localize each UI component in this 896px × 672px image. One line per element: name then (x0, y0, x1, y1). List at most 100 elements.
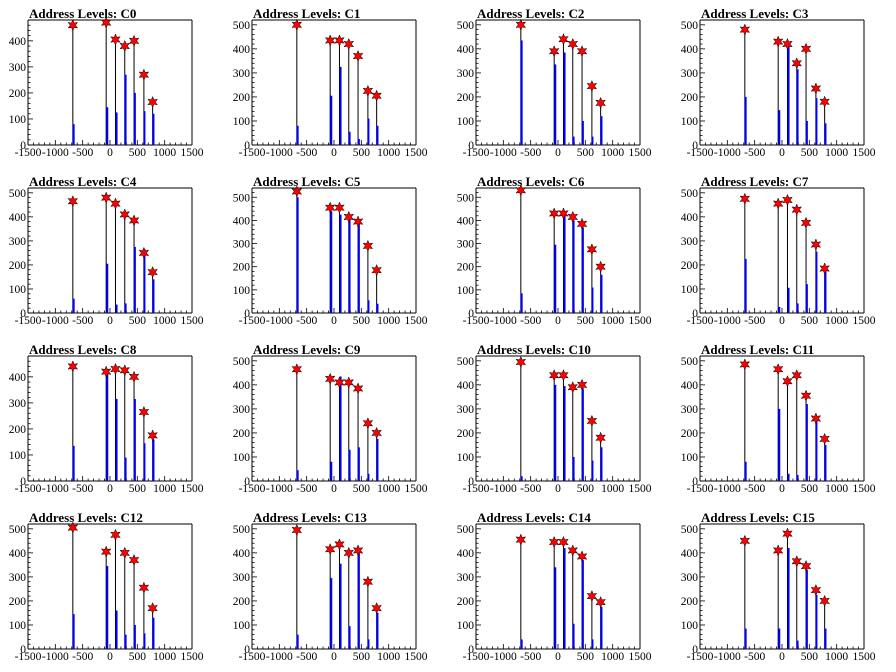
red-star-marker (576, 217, 588, 231)
x-tick-label: 1000 (825, 315, 848, 327)
y-tick-label: 200 (9, 424, 27, 436)
y-tick-label: 200 (9, 88, 27, 100)
y-tick-label: 100 (9, 114, 27, 126)
red-star-marker (810, 583, 822, 597)
y-tick-label: 400 (9, 212, 27, 224)
blue-bar (520, 639, 523, 649)
blue-bar (296, 125, 299, 145)
blue-bar (115, 112, 118, 145)
blue-bar (72, 298, 75, 313)
chart-panel: Address Levels: C3 -1500 -1000 -500 0 500 1000… (672, 0, 896, 168)
red-star-marker (791, 57, 803, 70)
blue-bar (600, 116, 603, 145)
red-star-marker (595, 431, 606, 444)
chart-panel: Address Levels: C0 -1500 -1000 -500 0 500 1000… (0, 0, 224, 168)
y-tick-label: 500 (681, 356, 699, 368)
red-star-marker (371, 601, 382, 615)
y-tick-label: 300 (233, 68, 251, 80)
blue-bar (152, 617, 155, 649)
blue-bar (805, 284, 808, 313)
red-star-marker (147, 429, 158, 442)
blue-bar (520, 40, 523, 145)
chart-plot: -1500 -1000 -500 0 500 1000 1500 0 100 200 300 400 5… (233, 18, 428, 159)
red-star-marker (772, 363, 784, 376)
chart-title: Address Levels: C10 (477, 342, 591, 357)
blue-bar (330, 578, 333, 649)
blue-bar (106, 566, 109, 649)
red-star-marker (119, 208, 131, 221)
blue-bar (581, 227, 584, 313)
red-star-marker (324, 372, 336, 386)
chart-panel: Address Levels: C2 -1500 -1000 -500 0 500 1000… (448, 0, 672, 168)
red-star-marker (343, 210, 355, 224)
red-star-marker (800, 216, 812, 230)
blue-bar (778, 628, 781, 649)
blue-bar (376, 303, 379, 313)
x-tick-label: 0 (331, 147, 337, 159)
red-star-marker (548, 369, 560, 382)
red-star-marker (739, 192, 751, 205)
x-tick-label: 500 (353, 315, 371, 327)
chart-title: Address Levels: C5 (253, 174, 361, 189)
x-tick-label: 0 (107, 651, 113, 663)
x-tick-label: -1000 (42, 651, 69, 663)
blue-bar (133, 398, 136, 481)
blue-bar (339, 376, 342, 481)
red-star-marker (810, 412, 822, 425)
red-star-marker (586, 243, 598, 256)
y-tick-label: 200 (457, 92, 475, 104)
x-tick-label: -1000 (714, 483, 741, 495)
x-tick-label: -1500 (239, 651, 266, 663)
y-tick-label: 500 (457, 192, 475, 204)
y-tick-label: 500 (9, 188, 27, 200)
x-tick-label: -1500 (239, 315, 266, 327)
red-star-marker (100, 191, 112, 204)
red-star-marker (515, 533, 527, 546)
blue-bar (591, 136, 594, 145)
chart-title: Address Levels: C7 (701, 174, 809, 189)
blue-bar (106, 107, 109, 145)
y-tick-label: 0 (692, 308, 698, 320)
red-star-marker (100, 16, 112, 29)
y-tick-label: 400 (233, 548, 251, 560)
x-tick-label: -1000 (42, 147, 69, 159)
y-tick-label: 500 (233, 356, 251, 368)
chart-title: Address Levels: C13 (253, 510, 367, 525)
red-star-marker (138, 405, 150, 419)
x-tick-label: 500 (353, 147, 371, 159)
x-tick-label: 1500 (853, 483, 876, 495)
x-tick-label: -1000 (42, 315, 69, 327)
blue-bar (591, 460, 594, 481)
chart-panel: Address Levels: C5 -1500 -1000 -500 0 500 1000… (224, 168, 448, 336)
red-star-marker (324, 34, 336, 47)
x-tick-label: -1500 (15, 483, 42, 495)
red-star-marker (362, 575, 374, 588)
blue-bar (296, 634, 299, 649)
blue-bar (72, 124, 75, 145)
red-star-marker (147, 95, 158, 109)
red-star-marker (558, 33, 569, 46)
red-star-marker (595, 260, 606, 273)
blue-bar (563, 386, 566, 481)
x-tick-label: 0 (779, 147, 785, 159)
y-tick-label: 300 (233, 239, 251, 251)
y-tick-label: 0 (468, 644, 474, 656)
red-star-marker (548, 535, 560, 549)
y-tick-label: 300 (233, 572, 251, 584)
x-tick-label: -500 (72, 315, 93, 327)
blue-bar (124, 634, 127, 649)
y-tick-label: 300 (681, 236, 699, 248)
y-tick-label: 0 (20, 140, 26, 152)
y-tick-label: 400 (233, 380, 251, 392)
blue-bar (572, 136, 575, 145)
y-tick-label: 200 (9, 260, 27, 272)
blue-bar (572, 456, 575, 481)
blue-bar (152, 113, 155, 145)
x-tick-label: -1000 (490, 315, 517, 327)
blue-bar (778, 408, 781, 481)
y-tick-label: 400 (233, 215, 251, 227)
y-tick-label: 0 (692, 644, 698, 656)
blue-bar (296, 197, 299, 313)
blue-bar (815, 594, 818, 649)
x-tick-label: -500 (520, 147, 541, 159)
